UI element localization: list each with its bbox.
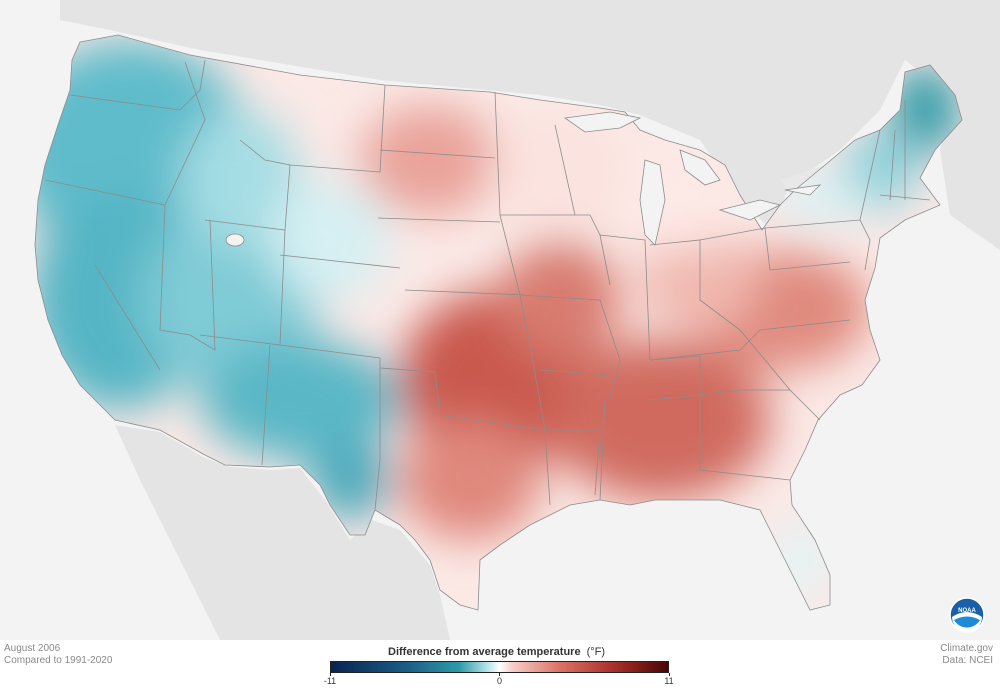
legend-tick-label: 11 — [664, 676, 674, 686]
legend-tick-mark — [499, 673, 500, 676]
map-area: NOAA — [0, 0, 1000, 640]
legend-tick-label: -11 — [323, 676, 337, 686]
legend-title: Difference from average temperature (°F) — [388, 646, 605, 658]
anomaly-map — [34, 0, 1000, 640]
legend-tick-mark — [329, 673, 331, 676]
noaa-logo-icon: NOAA — [949, 597, 985, 633]
legend-tick-mark — [668, 673, 670, 676]
noaa-logo-text: NOAA — [958, 608, 976, 614]
legend-unit: (°F) — [586, 646, 606, 658]
state-borders — [34, 34, 963, 611]
date-label: August 2006 — [4, 643, 61, 654]
source-label: Climate.gov — [940, 643, 993, 654]
baseline-label: Compared to 1991-2020 — [4, 655, 113, 666]
legend-colorbar — [330, 661, 669, 673]
legend-tick-label: 0 — [496, 676, 503, 686]
map-footer: August 2006 Compared to 1991-2020 Climat… — [0, 640, 1000, 690]
legend-title-text: Difference from average temperature — [388, 646, 581, 658]
great-lakes — [225, 111, 822, 247]
data-source-label: Data: NCEI — [942, 655, 993, 666]
